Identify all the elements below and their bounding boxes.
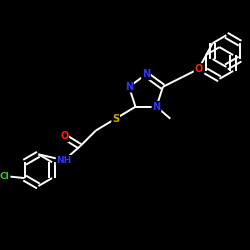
Text: N: N: [125, 82, 133, 92]
Text: Cl: Cl: [0, 172, 10, 180]
Text: NH: NH: [56, 156, 72, 165]
Text: O: O: [60, 132, 68, 141]
Text: N: N: [152, 102, 160, 112]
Text: O: O: [194, 64, 203, 74]
Text: N: N: [142, 70, 150, 80]
Text: S: S: [112, 114, 119, 124]
